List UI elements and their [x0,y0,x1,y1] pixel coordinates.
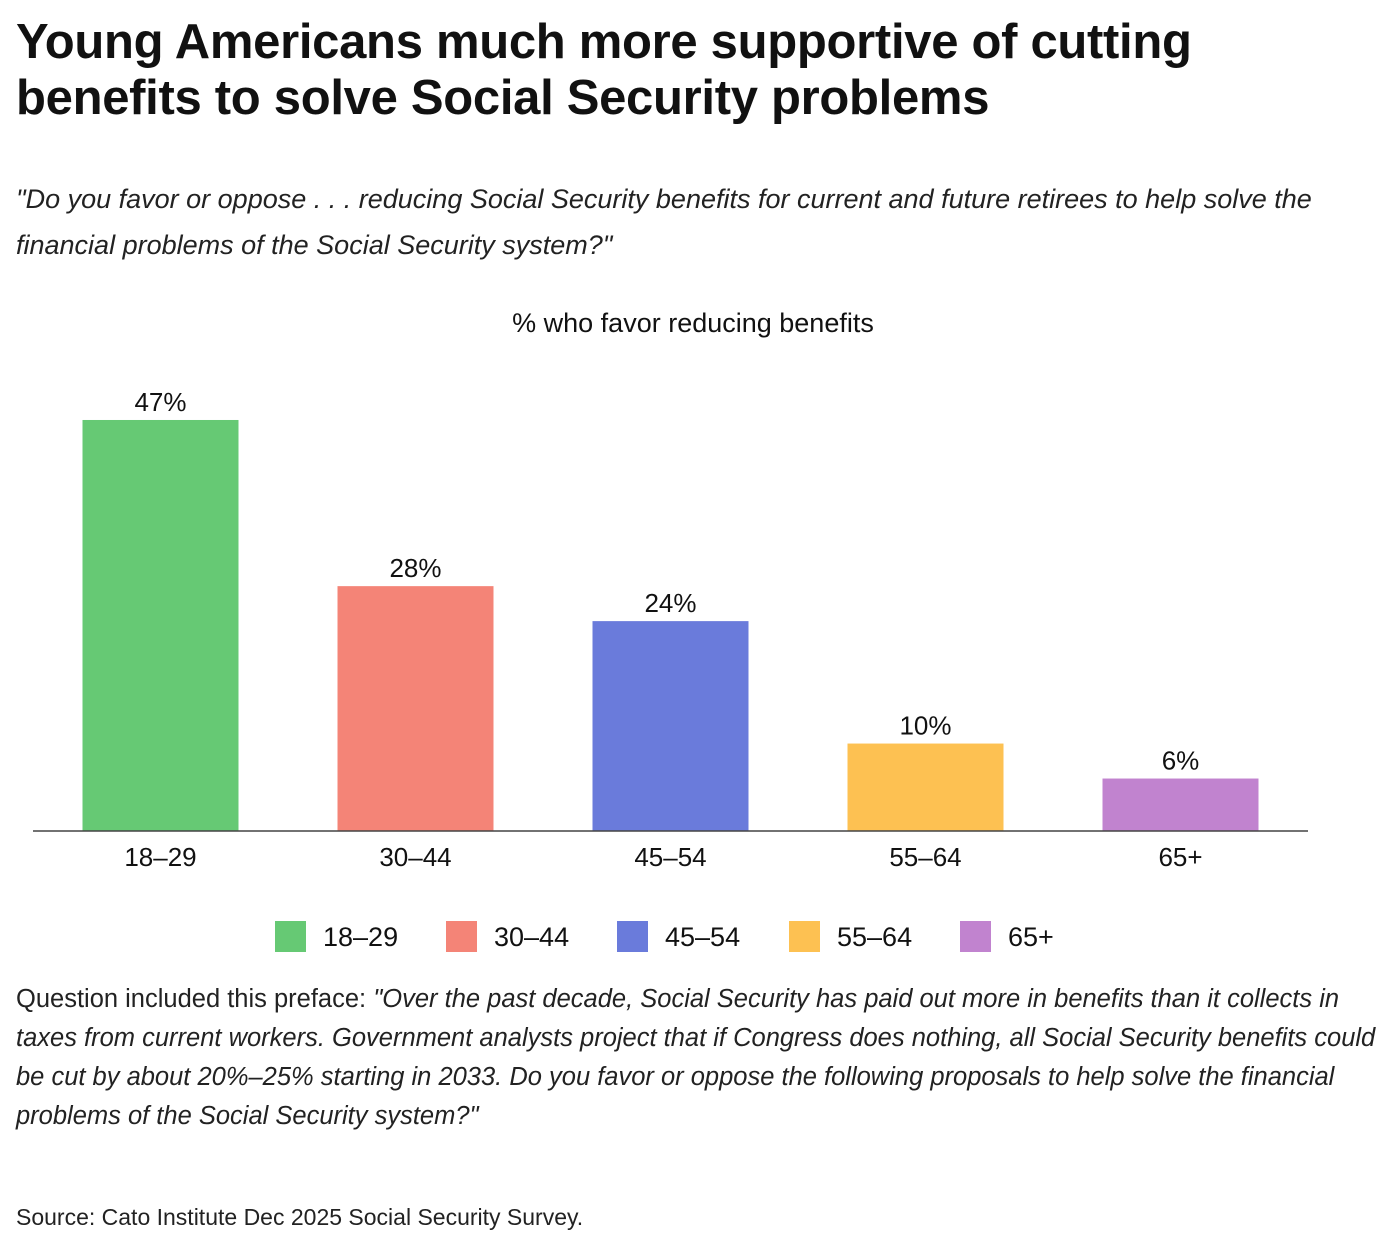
bar-65+ [1102,778,1259,831]
legend-swatch [446,921,477,952]
data-label: 6% [1162,746,1200,776]
legend-swatch [960,921,991,952]
x-tick-label: 65+ [1158,842,1202,872]
x-tick-label: 18–29 [124,842,196,872]
legend-label: 30–44 [494,922,569,952]
chart-subtitle: "Do you favor or oppose . . . reducing S… [16,184,1312,260]
x-tick-label: 30–44 [379,842,451,872]
bar-chart: % who favor reducing benefits 47% 18–29 28… [33,308,1308,952]
data-label: 28% [389,553,441,583]
bar-45–54 [592,621,749,831]
legend-label: 55–64 [837,922,912,952]
chart-measure-label: % who favor reducing benefits [512,308,874,338]
legend-swatch [617,921,648,952]
question-note: Question included this preface: "Over th… [16,980,1376,1136]
data-label: 24% [644,588,696,618]
legend-swatch [275,921,306,952]
data-label: 47% [134,387,186,417]
legend-label: 65+ [1008,922,1054,952]
note-lead: Question included this preface: [16,985,374,1013]
legend-label: 18–29 [323,922,398,952]
data-label: 10% [899,711,951,741]
source-note: Source: Cato Institute Dec 2025 Social S… [16,1204,584,1230]
bar-18–29 [82,419,239,831]
bar-30–44 [337,586,494,831]
bar-55–64 [847,743,1004,831]
legend-swatch [789,921,820,952]
note-quote: "Over the past decade, Social Security h… [16,985,1376,1130]
chart-title: Young Americans much more supportive of … [16,15,1192,125]
x-tick-label: 55–64 [889,842,961,872]
x-tick-label: 45–54 [634,842,706,872]
legend-label: 45–54 [665,922,740,952]
